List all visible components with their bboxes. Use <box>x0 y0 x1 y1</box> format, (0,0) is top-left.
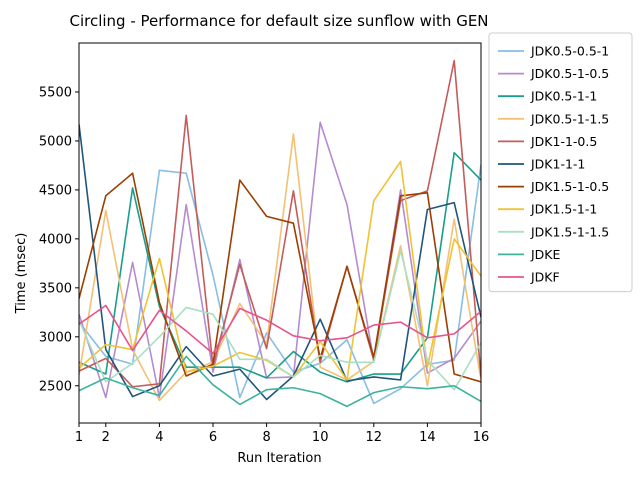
series-line-JDK0.5-0.5-1 <box>79 164 481 405</box>
series-line-JDK1.5-1-1.5 <box>79 249 481 391</box>
y-tick-label: 3000 <box>39 330 72 345</box>
series-line-JDKF <box>79 304 481 355</box>
series-line-JDKE <box>79 355 481 408</box>
series-line-JDK1-1-0.5 <box>79 59 481 388</box>
x-axis-label: Run Iteration <box>237 451 321 466</box>
series-line-JDK1.5-1-0.5 <box>79 172 481 383</box>
x-tick-label: 12 <box>366 430 383 445</box>
series-line-JDK0.5-1-1.5 <box>79 133 481 402</box>
legend-label-JDK1.5-1-1: JDK1.5-1-1 <box>530 202 597 217</box>
series-lines <box>79 59 481 408</box>
legend-label-JDK1-1-0.5: JDK1-1-0.5 <box>530 134 597 149</box>
x-tick-label: 2 <box>102 430 110 445</box>
legend-label-JDK0.5-1-0.5: JDK0.5-1-0.5 <box>530 66 609 81</box>
plot-frame <box>78 42 482 424</box>
series-line-JDK0.5-1-1 <box>79 151 481 383</box>
y-tick-label: 5000 <box>39 134 72 149</box>
legend-label-JDKE: JDKE <box>530 247 561 262</box>
legend-box <box>488 32 633 293</box>
y-tick-label: 4000 <box>39 232 72 247</box>
y-tick-label: 4500 <box>39 183 72 198</box>
x-tick-label: 10 <box>312 430 329 445</box>
y-tick-label: 5500 <box>39 85 72 100</box>
legend-label-JDK1.5-1-1.5: JDK1.5-1-1.5 <box>530 224 609 239</box>
x-tick-label: 4 <box>155 430 163 445</box>
y-tick-label: 3500 <box>39 281 72 296</box>
y-tick-label: 2500 <box>39 379 72 394</box>
legend-label-JDK1-1-1: JDK1-1-1 <box>530 157 585 172</box>
x-tick-label: 6 <box>209 430 217 445</box>
legend-label-JDK0.5-1-1: JDK0.5-1-1 <box>530 89 597 104</box>
series-line-JDK1-1-1 <box>79 124 481 401</box>
chart-title: Circling - Performance for default size … <box>69 12 488 30</box>
legend-label-JDK0.5-0.5-1: JDK0.5-0.5-1 <box>530 44 609 59</box>
x-tick-label: 14 <box>419 430 436 445</box>
legend-label-JDKF: JDKF <box>530 270 560 285</box>
legend-label-JDK0.5-1-1.5: JDK0.5-1-1.5 <box>530 111 609 126</box>
x-axis: 2 4 6 8 10 12 14 16 1 <box>75 423 489 445</box>
x-tick-label: 16 <box>473 430 490 445</box>
y-axis-label: Time (msec) <box>14 233 29 315</box>
x-tick-label: 1 <box>75 430 83 445</box>
y-axis: 2500 3000 3500 4000 4500 5000 5500 <box>39 85 79 394</box>
x-tick-label: 8 <box>262 430 270 445</box>
legend-label-JDK1.5-1-0.5: JDK1.5-1-0.5 <box>530 179 609 194</box>
plot-area <box>78 42 482 424</box>
legend: JDK0.5-0.5-1 JDK0.5-1-0.5 JDK0.5-1-1 JDK0.5… <box>488 32 633 293</box>
